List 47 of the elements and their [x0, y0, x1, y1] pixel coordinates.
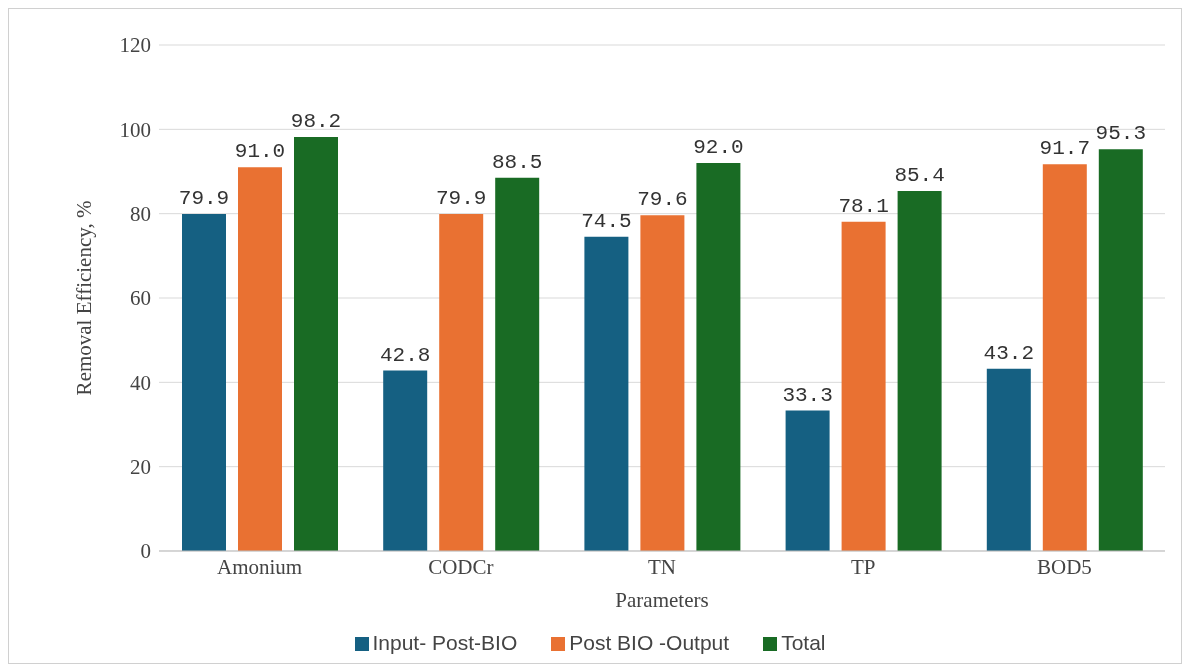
bar — [294, 136, 338, 551]
bar — [785, 410, 830, 551]
bar — [238, 167, 282, 551]
legend-label: Post BIO -Output — [569, 631, 730, 654]
x-tick-label: TN — [648, 554, 676, 579]
x-tick-label: Amonium — [217, 554, 303, 579]
y-tick-label: 80 — [130, 202, 151, 227]
data-label: 91.7 — [1039, 137, 1091, 161]
x-tick-label: TP — [850, 554, 876, 579]
data-label: 98.2 — [290, 109, 342, 133]
y-axis-title: Removal Efficiency, % — [72, 200, 97, 396]
data-label: 79.6 — [637, 188, 688, 212]
data-label: 85.4 — [894, 163, 945, 187]
bar — [696, 163, 741, 551]
data-label: 43.2 — [983, 341, 1035, 365]
data-label: 88.5 — [491, 150, 543, 174]
y-tick-label: 0 — [140, 539, 151, 564]
bar — [182, 214, 226, 551]
data-label: 79.9 — [178, 187, 230, 211]
bar — [584, 236, 629, 551]
bar — [383, 370, 428, 551]
legend-label: Input- Post-BIO — [372, 631, 518, 654]
bar — [841, 221, 886, 551]
data-label: 78.1 — [838, 194, 889, 218]
legend-label: Total — [781, 631, 826, 654]
data-label: 95.3 — [1095, 122, 1147, 146]
y-tick-label: 100 — [119, 117, 151, 142]
bar — [1042, 164, 1087, 551]
bar — [986, 368, 1031, 551]
bar — [495, 177, 540, 551]
y-tick-label: 120 — [119, 33, 151, 58]
x-axis-title: Parameters — [615, 588, 709, 612]
y-tick-label: 40 — [130, 370, 151, 395]
data-label: 42.8 — [379, 343, 431, 367]
x-tick-label: BOD5 — [1036, 554, 1092, 579]
data-label: 33.3 — [782, 383, 833, 407]
x-tick-label: CODCr — [428, 554, 494, 579]
data-label: 92.0 — [693, 136, 744, 160]
data-label: 74.5 — [581, 209, 632, 233]
bar — [1098, 149, 1143, 551]
data-label: 79.9 — [435, 187, 487, 211]
y-tick-label: 20 — [130, 455, 151, 480]
bar — [897, 190, 942, 551]
bar — [640, 215, 685, 551]
bar — [439, 214, 484, 551]
y-tick-label: 60 — [130, 286, 151, 311]
data-label: 91.0 — [234, 140, 286, 164]
